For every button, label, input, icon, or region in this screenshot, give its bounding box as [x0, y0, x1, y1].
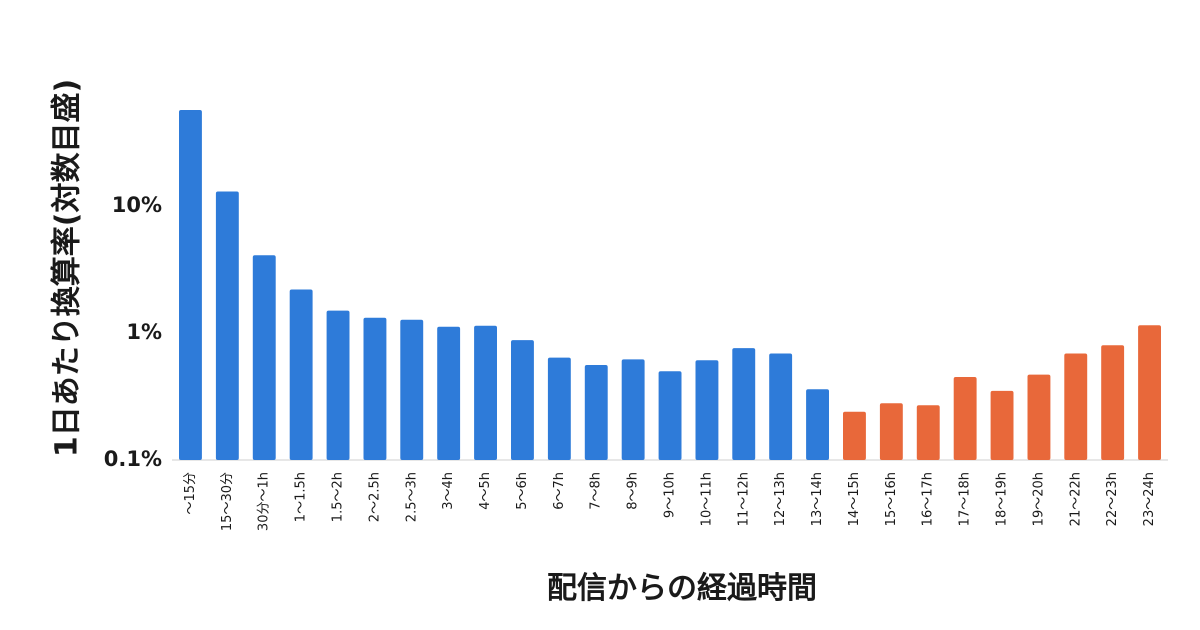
- bar-19: [879, 403, 903, 460]
- bar-18: [843, 411, 866, 460]
- x-tick-label-10: 6〜7h: [552, 472, 567, 510]
- bar-6: [400, 319, 424, 460]
- x-tick-label-1: 15〜30分: [220, 472, 235, 531]
- y-tick-label-1: 1%: [126, 320, 162, 344]
- x-tick-label-25: 22〜23h: [1105, 472, 1120, 526]
- x-tick-label-14: 10〜11h: [699, 472, 714, 526]
- x-tick-label-19: 15〜16h: [884, 472, 899, 526]
- x-tick-label-6: 2.5〜3h: [404, 472, 419, 522]
- bar-23: [1027, 374, 1051, 460]
- bar-17: [806, 389, 829, 460]
- x-tick-label-7: 3〜4h: [441, 472, 456, 510]
- x-category-labels: 〜15分 15〜30分 30分〜1h 1〜1.5h 1.5〜2h 2〜2.5h 2.5〜3h…: [183, 472, 1157, 531]
- x-tick-label-9: 5〜6h: [515, 472, 530, 510]
- x-tick-label-2: 30分〜1h: [257, 472, 272, 531]
- bar-1: [215, 191, 239, 460]
- x-tick-label-15: 11〜12h: [736, 472, 751, 526]
- bar-10: [547, 357, 571, 460]
- bar-21: [953, 377, 977, 460]
- x-tick-label-5: 2〜2.5h: [367, 472, 382, 522]
- bar-12: [621, 359, 645, 460]
- bar-2: [252, 255, 276, 460]
- x-tick-label-20: 16〜17h: [921, 472, 936, 526]
- bar-22: [990, 390, 1014, 460]
- bar-11: [584, 365, 608, 460]
- x-tick-label-18: 14〜15h: [847, 472, 862, 526]
- x-tick-label-21: 17〜18h: [958, 472, 973, 526]
- x-tick-label-3: 1〜1.5h: [294, 472, 309, 522]
- y-tick-label-0: 0.1%: [104, 447, 162, 471]
- bar-26: [1138, 325, 1161, 460]
- x-tick-label-23: 19〜20h: [1031, 472, 1046, 526]
- bar-25: [1101, 345, 1125, 460]
- bar-24: [1064, 353, 1088, 460]
- bar-0: [179, 110, 202, 460]
- bar-3: [289, 289, 313, 460]
- x-tick-label-4: 1.5〜2h: [331, 472, 346, 522]
- x-axis-title: 配信からの経過時間: [547, 571, 817, 606]
- bar-4: [326, 310, 350, 460]
- bar-7: [437, 326, 461, 460]
- bar-8: [474, 325, 497, 460]
- y-tick-label-2: 10%: [112, 193, 162, 217]
- x-tick-label-8: 4〜5h: [478, 472, 493, 510]
- x-tick-label-17: 13〜14h: [810, 472, 825, 526]
- x-tick-label-13: 9〜10h: [663, 472, 678, 518]
- x-tick-label-22: 18〜19h: [995, 472, 1010, 526]
- x-tick-label-16: 12〜13h: [773, 472, 788, 526]
- bar-15: [732, 348, 756, 460]
- bar-14: [695, 360, 719, 460]
- y-tick-labels: 0.1% 1% 10%: [104, 193, 162, 471]
- bar-20: [916, 405, 940, 460]
- y-axis-title: 1日あたり換算率(対数目盛): [50, 79, 85, 457]
- bar-16: [769, 353, 793, 460]
- x-tick-label-12: 8〜9h: [626, 472, 641, 510]
- bars: [179, 110, 1161, 460]
- bar-13: [658, 371, 682, 460]
- x-tick-label-0: 〜15分: [183, 472, 198, 515]
- bar-5: [363, 317, 387, 460]
- x-tick-label-26: 23〜24h: [1142, 472, 1157, 526]
- bar-9: [511, 340, 534, 460]
- x-tick-label-24: 21〜22h: [1068, 472, 1083, 526]
- x-tick-label-11: 7〜8h: [589, 472, 604, 510]
